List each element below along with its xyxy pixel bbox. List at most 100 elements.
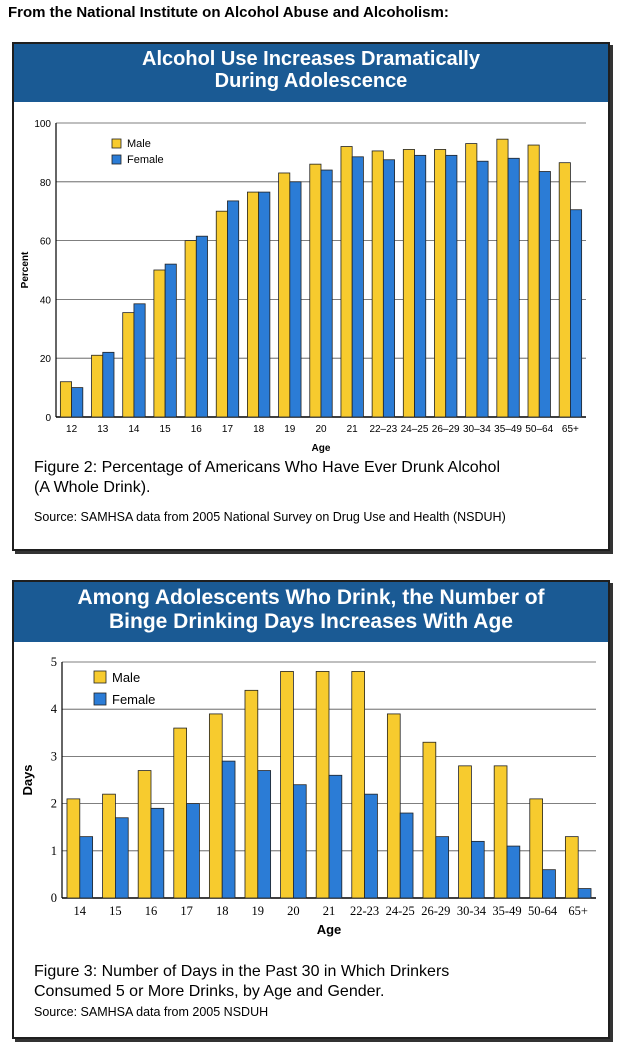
chart-1-x-tick-label: 14 — [128, 424, 140, 435]
chart-2-bar-male — [208, 713, 223, 899]
chart-2-title-line-2: Binge Drinking Days Increases With Age — [109, 609, 513, 633]
chart-panel-2: Among Adolescents Who Drink, the Number … — [12, 580, 610, 1039]
chart-1-x-tick-label: 22–23 — [369, 424, 397, 435]
chart-2-bar-female — [506, 845, 521, 899]
chart-1-caption-line-1: Figure 2: Percentage of Americans Who Ha… — [34, 459, 500, 476]
chart-1-y-axis-label: Percent — [20, 251, 31, 288]
chart-2-x-tick-label: 19 — [252, 904, 265, 918]
chart-1-bar-female — [289, 181, 302, 418]
chart-2-title: Among Adolescents Who Drink, the Number … — [14, 582, 608, 642]
chart-2-bar-female — [435, 836, 450, 899]
chart-2-caption: Figure 3: Number of Days in the Past 30 … — [34, 962, 449, 1002]
chart-2-bar-female — [292, 784, 307, 899]
chart-1-bar-female — [71, 387, 84, 418]
chart-1-bar-male — [59, 381, 72, 418]
chart-1-source: Source: SAMHSA data from 2005 National S… — [34, 510, 506, 524]
chart-2-bar-female — [79, 836, 94, 899]
chart-1-x-tick-label: 24–25 — [401, 424, 429, 435]
chart-panel-1: Alcohol Use Increases Dramatically Durin… — [12, 42, 610, 551]
chart-1-x-tick-label: 30–34 — [463, 424, 491, 435]
chart-2-x-tick-label: 65+ — [568, 904, 588, 918]
chart-2-bar-male — [66, 798, 81, 899]
chart-2-y-axis-label: Days — [20, 764, 35, 795]
chart-2-bar-male — [315, 671, 330, 899]
chart-1-y-tick-label: 60 — [40, 237, 52, 248]
chart-2-bar-male — [493, 765, 508, 899]
chart-1-bar-female — [227, 200, 240, 418]
chart-2-bar-female — [257, 770, 272, 899]
chart-1-bar-male — [527, 144, 540, 418]
chart-1-bar-female — [538, 171, 551, 418]
chart-1-bar-male — [558, 162, 571, 418]
chart-1-bar-male — [371, 150, 384, 418]
chart-1-bar-male — [91, 354, 104, 418]
chart-2-x-axis-label: Age — [317, 922, 342, 937]
chart-1-bar-male — [215, 210, 228, 418]
chart-2-bar-male — [422, 741, 437, 899]
chart-2-y-tick-label: 2 — [51, 797, 57, 811]
chart-1-bar-female — [164, 263, 177, 418]
chart-2-bar-male — [102, 793, 116, 899]
chart-2-title-line-1: Among Adolescents Who Drink, the Number … — [77, 586, 545, 609]
chart-1-caption: Figure 2: Percentage of Americans Who Ha… — [34, 458, 500, 498]
chart-2-caption-line-2: Consumed 5 or More Drinks, by Age and Ge… — [34, 983, 385, 1000]
chart-2-bar-male — [529, 798, 543, 899]
chart-1-x-tick-label: 12 — [66, 424, 78, 435]
chart-1-bar-male — [278, 172, 291, 418]
chart-2-bar-male — [244, 689, 259, 899]
chart-2-y-tick-label: 1 — [51, 844, 57, 858]
chart-1-bar-female — [133, 303, 146, 418]
chart-2-caption-line-1: Figure 3: Number of Days in the Past 30 … — [34, 963, 450, 980]
chart-1-title-line-1: Alcohol Use Increases Dramatically — [142, 48, 480, 70]
chart-1-x-tick-label: 21 — [347, 424, 359, 435]
chart-2-y-tick-label: 3 — [51, 749, 57, 763]
chart-1-title: Alcohol Use Increases Dramatically Durin… — [14, 44, 608, 102]
chart-1-bar-female — [445, 154, 458, 418]
chart-2-legend-swatch-female — [93, 692, 107, 706]
chart-1-bar-male — [153, 269, 166, 418]
chart-1-y-tick-label: 40 — [40, 295, 52, 306]
chart-2-x-tick-label: 20 — [287, 904, 300, 918]
chart-1-bar-male — [247, 191, 260, 418]
chart-1-x-tick-label: 26–29 — [432, 424, 460, 435]
chart-1-bar-female — [476, 160, 489, 418]
chart-2-source: Source: SAMHSA data from 2005 NSDUH — [34, 1005, 269, 1019]
chart-1-bar-male — [465, 143, 478, 418]
chart-2-bar-female — [577, 888, 592, 899]
chart-2-y-tick-label: 5 — [51, 655, 57, 669]
chart-1-bar-male — [184, 240, 197, 418]
chart-2-x-tick-label: 30-34 — [457, 904, 487, 918]
chart-2-x-tick-label: 24-25 — [386, 904, 415, 918]
chart-1-bar-female — [351, 156, 364, 418]
chart-2-x-tick-label: 18 — [216, 904, 229, 918]
chart-1-bar-female — [258, 191, 271, 418]
chart-1-caption-line-2: (A Whole Drink). — [34, 479, 151, 496]
chart-1-plot: 0 20 40 60 80 100 12 13 14 15 16 17 18 19 20 21 22–23 24–… — [20, 119, 586, 454]
chart-2-bar-female — [328, 774, 343, 899]
chart-1-y-tick-label: 80 — [40, 178, 52, 189]
chart-1-bar-female — [414, 154, 427, 418]
chart-2-y-tick-label: 4 — [51, 702, 58, 716]
chart-2-legend-label-female: Female — [112, 692, 155, 707]
chart-1-x-tick-label: 19 — [284, 424, 296, 435]
chart-1-x-tick-label: 13 — [97, 424, 109, 435]
chart-1-x-tick-label: 35–49 — [494, 424, 522, 435]
chart-2-x-tick-label: 17 — [180, 904, 193, 918]
chart-1-bar-female — [382, 159, 395, 418]
chart-2-x-tick-label: 14 — [74, 904, 87, 918]
chart-1-x-tick-label: 18 — [253, 424, 265, 435]
chart-2-bar-male — [137, 770, 152, 899]
chart-1-bar-female — [102, 351, 115, 418]
chart-1-x-tick-label: 17 — [222, 424, 234, 435]
chart-2-bar-female — [364, 793, 378, 899]
chart-1-x-tick-label: 50–64 — [525, 424, 553, 435]
page-header: From the National Institute on Alcohol A… — [8, 4, 449, 21]
chart-2-x-tick-label: 16 — [145, 904, 158, 918]
chart-2-bar-male — [351, 671, 365, 899]
chart-2-y-tick-label: 0 — [51, 891, 57, 905]
chart-1-x-tick-label: 15 — [160, 424, 172, 435]
chart-2-bar-female — [542, 869, 556, 899]
chart-1-x-tick-label: 20 — [315, 424, 327, 435]
chart-2-bar-female — [150, 807, 165, 899]
chart-1-legend-label-male: Male — [127, 138, 151, 150]
